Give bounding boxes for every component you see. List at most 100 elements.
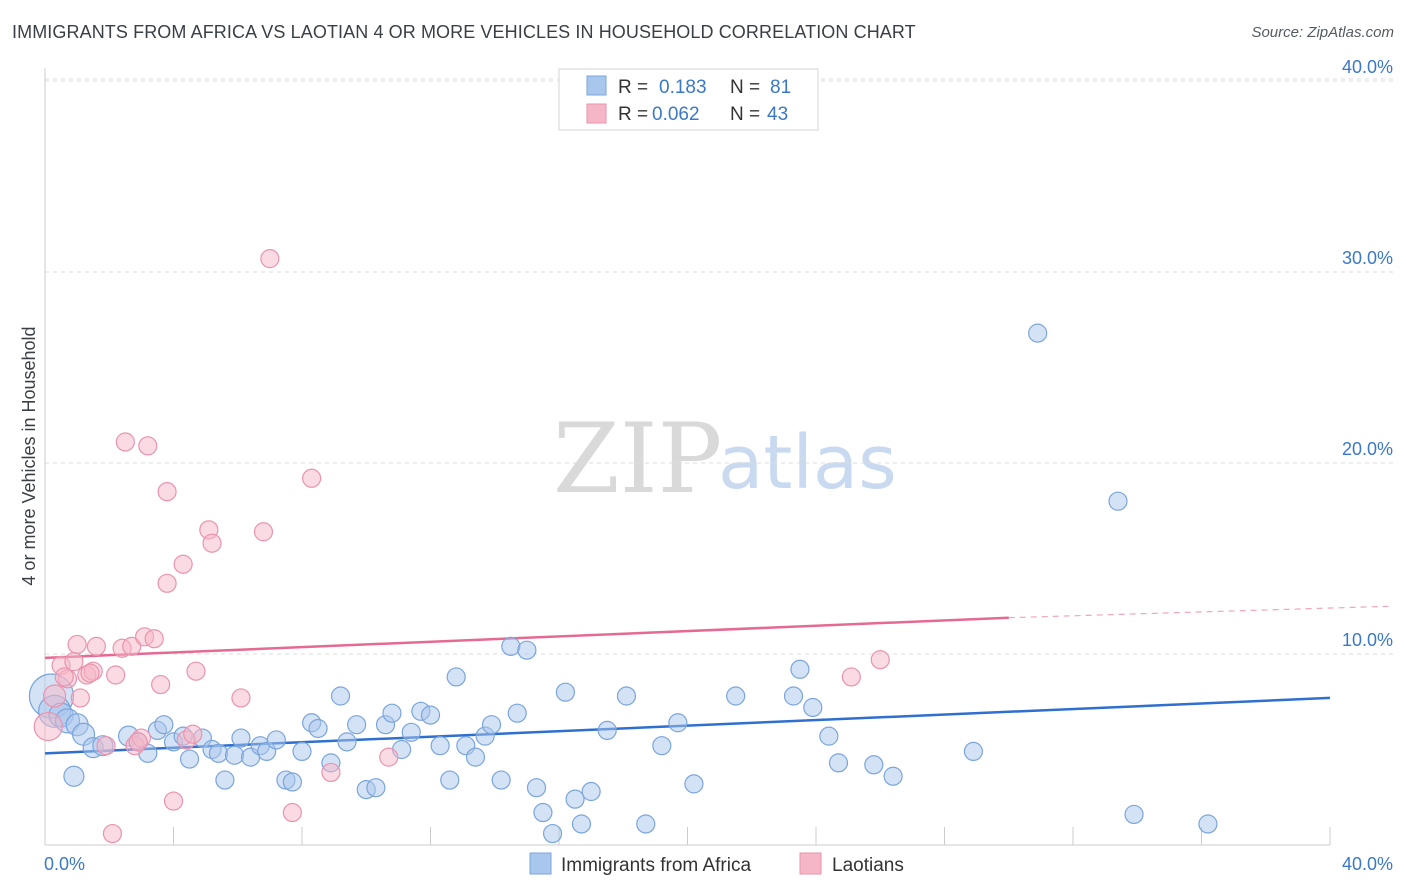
data-point	[597, 720, 617, 741]
data-point	[401, 722, 421, 742]
data-point	[231, 728, 251, 748]
data-point	[96, 736, 116, 756]
data-point	[86, 636, 107, 656]
watermark-zip: ZIP	[553, 403, 722, 515]
data-point	[347, 715, 367, 735]
data-point	[366, 778, 386, 798]
data-point	[803, 697, 823, 718]
data-point	[1124, 804, 1144, 825]
data-point	[1198, 814, 1218, 834]
data-point	[183, 724, 203, 744]
data-point	[337, 732, 357, 752]
data-point	[864, 755, 884, 775]
data-point	[154, 715, 174, 735]
data-point	[420, 705, 441, 725]
data-point	[157, 482, 177, 502]
legend-n-label-laotians: N =	[730, 104, 760, 125]
data-point	[379, 747, 399, 767]
bottom-legend: Immigrants from Africa Laotians	[529, 852, 904, 876]
data-point	[446, 667, 466, 687]
data-point	[202, 533, 222, 553]
data-point	[555, 682, 576, 702]
data-point	[533, 802, 553, 823]
data-point	[106, 665, 126, 685]
x-tick-label-max: 40.0%	[1342, 854, 1393, 874]
data-point	[790, 659, 810, 679]
data-point	[440, 770, 460, 790]
data-point	[507, 703, 527, 723]
data-point	[151, 674, 171, 695]
y-tick-label: 20.0%	[1342, 439, 1393, 459]
data-point	[253, 522, 274, 542]
data-point	[668, 713, 688, 733]
data-point	[636, 814, 656, 834]
data-point	[571, 814, 592, 834]
data-point	[33, 711, 63, 742]
data-point	[63, 765, 85, 787]
data-point	[430, 736, 450, 756]
data-point	[481, 715, 502, 735]
y-axis-label: 4 or more Vehicles in Household	[19, 326, 39, 585]
series-laotians	[33, 249, 890, 844]
data-point	[883, 766, 903, 786]
data-point	[260, 249, 280, 269]
data-point	[542, 823, 563, 844]
data-point	[128, 732, 148, 752]
data-point	[179, 749, 200, 769]
data-point	[67, 634, 87, 655]
watermark: ZIP atlas	[553, 403, 897, 515]
data-point	[163, 791, 184, 811]
data-point	[173, 554, 193, 574]
data-point	[819, 726, 839, 746]
data-point	[501, 636, 521, 656]
bottom-legend-swatch-africa	[529, 852, 552, 875]
legend-n-value-africa: 81	[770, 77, 791, 98]
data-point	[652, 736, 672, 756]
data-point	[330, 686, 351, 706]
data-point	[144, 629, 164, 649]
legend-r-value-laotians: 0.062	[652, 104, 700, 125]
data-point	[282, 772, 302, 792]
legend-n-label-africa: N =	[730, 77, 760, 98]
chart-title: IMMIGRANTS FROM AFRICA VS LAOTIAN 4 OR M…	[12, 22, 916, 42]
data-points	[28, 249, 1218, 844]
data-point	[963, 741, 984, 762]
data-point	[231, 688, 251, 708]
grid-lines	[45, 78, 1395, 655]
data-point	[138, 436, 158, 456]
data-point	[186, 661, 206, 681]
data-point	[292, 741, 312, 762]
data-point	[616, 686, 637, 706]
data-point	[491, 770, 511, 790]
data-point	[54, 667, 74, 687]
y-tick-label: 10.0%	[1342, 630, 1393, 650]
data-point	[517, 640, 537, 660]
data-point	[70, 688, 90, 708]
tick-labels: 10.0% 20.0% 30.0% 40.0% 0.0% 40.0%	[44, 57, 1393, 874]
data-point	[302, 468, 322, 488]
data-point	[266, 730, 286, 750]
legend-r-label-laotians: R =	[618, 104, 648, 125]
data-point	[80, 663, 100, 683]
data-point	[1028, 323, 1048, 343]
data-point	[465, 747, 486, 767]
trend-line-extension-laotians	[1008, 605, 1391, 619]
x-tick-label-min: 0.0%	[44, 854, 85, 874]
data-point	[122, 636, 142, 656]
legend-r-label-africa: R =	[618, 77, 648, 98]
data-point	[565, 789, 585, 809]
data-point	[870, 650, 890, 670]
data-point	[526, 778, 547, 798]
legend-swatch-laotians	[586, 103, 607, 124]
data-point	[382, 703, 402, 723]
legend: R = 0.183 N = 81 R = 0.062 N = 43	[558, 68, 819, 131]
data-point	[215, 770, 235, 790]
data-point	[321, 762, 341, 783]
legend-n-value-laotians: 43	[767, 104, 788, 125]
data-point	[783, 686, 804, 706]
data-point	[581, 781, 601, 802]
y-tick-label: 40.0%	[1342, 57, 1393, 77]
data-point	[828, 753, 849, 773]
data-point	[308, 718, 328, 739]
